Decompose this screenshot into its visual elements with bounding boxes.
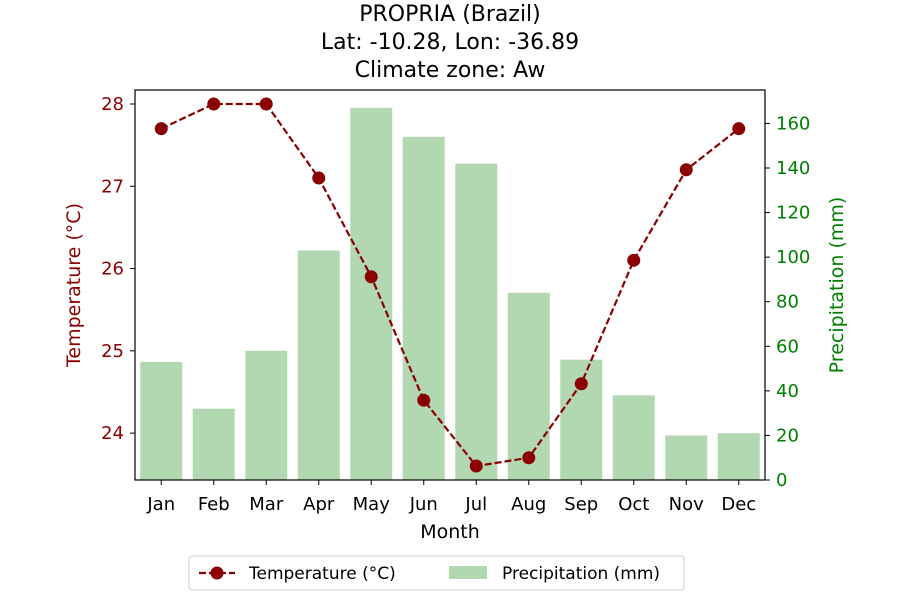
temperature-tick-label: 25 <box>101 341 124 362</box>
x-axis-label: Month <box>420 521 480 543</box>
month-tick-label-jan: Jan <box>146 494 175 515</box>
temperature-axis: 24 25 26 27 28 <box>101 94 135 444</box>
precipitation-bar-jul <box>455 163 498 481</box>
title-line-1: PROPRIA (Brazil) <box>359 2 541 27</box>
precipitation-tick-label: 20 <box>776 425 799 446</box>
precipitation-tick-label: 40 <box>776 381 799 402</box>
title-line-3: Climate zone: Aw <box>355 58 546 83</box>
legend: Temperature (°C) Precipitation (mm) <box>188 555 685 591</box>
month-tick-label-oct: Oct <box>618 494 649 515</box>
precipitation-tick-label: 60 <box>776 336 799 357</box>
temperature-point-jun <box>417 393 431 407</box>
temperature-point-feb <box>207 97 221 111</box>
temperature-axis-label: Temperature (°C) <box>63 203 85 368</box>
temperature-point-dec <box>732 122 746 136</box>
precipitation-bar-aug <box>507 292 550 480</box>
precipitation-axis: 0 20 40 60 80 100 120 140 160 <box>765 113 810 491</box>
temperature-point-jul <box>469 459 483 473</box>
precipitation-bar-may <box>350 107 393 480</box>
temperature-point-apr <box>312 171 326 185</box>
temperature-point-jan <box>154 122 168 136</box>
temperature-point-nov <box>679 163 693 177</box>
precipitation-tick-label: 160 <box>776 113 810 134</box>
month-tick-label-mar: Mar <box>249 494 284 515</box>
month-axis: Jan Feb Mar Apr May Jun Jul Aug Sep Oct Nov Dec <box>146 480 756 515</box>
precipitation-tick-label: 140 <box>776 158 810 179</box>
precipitation-bar-jun <box>402 136 445 481</box>
chart-title: PROPRIA (Brazil) Lat: -10.28, Lon: -36.8… <box>321 2 579 83</box>
temperature-tick-label: 26 <box>101 259 124 280</box>
month-tick-label-feb: Feb <box>198 494 230 515</box>
precipitation-tick-label: 100 <box>776 247 810 268</box>
legend-temperature-marker <box>210 566 224 580</box>
precipitation-tick-label: 0 <box>776 470 787 491</box>
temperature-tick-label: 28 <box>101 94 124 115</box>
month-tick-label-dec: Dec <box>721 494 756 515</box>
month-tick-label-may: May <box>353 494 391 515</box>
temperature-point-mar <box>259 97 273 111</box>
legend-precipitation-swatch <box>449 566 487 579</box>
precipitation-bar-oct <box>612 395 655 480</box>
precipitation-bar-apr <box>297 250 340 480</box>
precipitation-tick-label: 80 <box>776 292 799 313</box>
temperature-tick-label: 24 <box>101 423 124 444</box>
month-tick-label-apr: Apr <box>303 494 335 515</box>
plot-area-border <box>134 89 766 481</box>
temperature-tick-label: 27 <box>101 176 124 197</box>
month-tick-label-aug: Aug <box>511 494 546 515</box>
temperature-point-aug <box>522 451 536 465</box>
precipitation-bar-mar <box>245 350 288 480</box>
title-line-2: Lat: -10.28, Lon: -36.89 <box>321 30 579 55</box>
month-tick-label-sep: Sep <box>564 494 598 515</box>
month-tick-label-jul: Jul <box>464 494 487 515</box>
temperature-point-oct <box>627 253 641 267</box>
precipitation-bar-jan <box>140 361 183 480</box>
plot-frame <box>134 89 766 481</box>
legend-precipitation-label: Precipitation (mm) <box>502 564 660 584</box>
precipitation-bars <box>140 107 760 481</box>
legend-temperature-label: Temperature (°C) <box>248 564 396 584</box>
temperature-point-may <box>364 270 378 284</box>
legend-box <box>188 555 685 591</box>
temperature-point-sep <box>574 377 588 391</box>
precipitation-axis-label: Precipitation (mm) <box>826 197 848 374</box>
temperature-line-series <box>154 97 746 473</box>
month-tick-label-jun: Jun <box>409 494 438 515</box>
month-tick-label-nov: Nov <box>669 494 704 515</box>
precipitation-bar-dec <box>717 433 760 480</box>
precipitation-bar-nov <box>665 435 708 480</box>
precipitation-bar-feb <box>192 408 235 480</box>
precipitation-tick-label: 120 <box>776 203 810 224</box>
temperature-line <box>160 102 740 468</box>
